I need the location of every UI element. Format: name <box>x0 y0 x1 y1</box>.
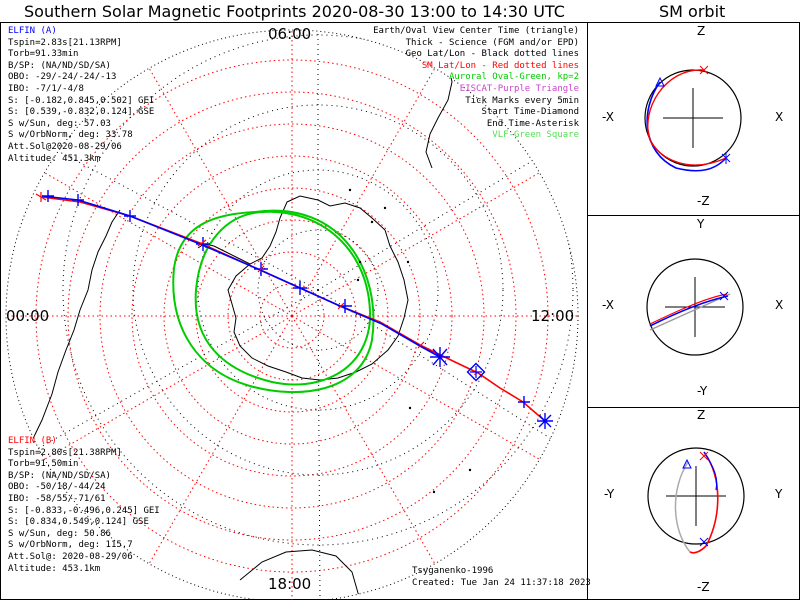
legend-entry: Auroral Oval-Green, kp=2 <box>448 72 579 83</box>
legend-entry: SM Lat/Lon - Red dotted lines <box>421 60 579 71</box>
axis-label-y: Y <box>697 217 705 231</box>
end-marker <box>719 291 729 301</box>
australia-coastline <box>239 549 361 600</box>
info-line: S: [0.539,-0.832,0.124] GSE <box>8 107 155 118</box>
info-line: IBO: -58/55/-71/61 <box>8 493 106 504</box>
elfin-b-info: ELFIN (B) Tspin=2.80s[21.38RPM] Torb=91.… <box>8 436 160 575</box>
south-america-coastline <box>29 209 121 446</box>
legend-entry: VLF-Green Square <box>492 130 579 141</box>
start-marker <box>655 76 665 87</box>
start-marker <box>682 458 692 469</box>
axis-label-neg-y: -Y <box>604 487 615 501</box>
orbit-a-xy <box>649 295 729 327</box>
sm-lon-lines <box>6 30 578 600</box>
polar-map <box>6 30 578 600</box>
end-marker <box>721 152 731 164</box>
elfin-b-name: ELFIN (B) <box>8 436 57 446</box>
info-line: OBO: -29/-24/-24/-13 <box>8 72 117 83</box>
earth-circle <box>647 447 745 545</box>
legend-entry: End Time-Asterisk <box>486 118 579 129</box>
info-line: S: [-0.833,-0.496,0.245] GEI <box>8 505 160 516</box>
axis-label-z: Z <box>697 24 706 38</box>
info-line: S: [-0.182,0.845,0.502] GEI <box>8 95 155 106</box>
station-dots <box>348 188 472 494</box>
orbit-b-xy <box>649 293 728 325</box>
legend-entry: Earth/Oval View Center Time (triangle) <box>373 26 579 36</box>
legend-entry: Thick - Science (FGM and/or EPD) <box>405 37 579 48</box>
sm-lat-circles <box>35 59 549 573</box>
earth-circle <box>646 258 744 356</box>
info-line: Tspin=2.83s[21.13RPM] <box>8 37 122 48</box>
info-line: Altitude: 451.3km <box>8 153 101 164</box>
orbit-shadow-yz <box>674 461 691 553</box>
axis-label-neg-x: -X <box>602 298 614 312</box>
info-line: IBO: -7/1/-4/8 <box>8 83 84 94</box>
sm-orbit-title: SM orbit <box>659 2 726 21</box>
sm-orbit-yz-panel <box>647 447 745 554</box>
model-credit: Tsyganenko-1996 <box>412 566 494 576</box>
legend: Earth/Oval View Center Time (triangle) T… <box>373 26 579 142</box>
orbit-a-xz <box>646 81 727 172</box>
orbit-a-yz <box>703 451 718 491</box>
info-line: S w/OrbNorm, deg: 33.78 <box>8 130 133 141</box>
legend-entry: Geo Lat/Lon - Black dotted lines <box>405 49 579 60</box>
orbit-b-yz <box>689 451 719 554</box>
elfin-a-ticks <box>42 190 450 367</box>
axis-label-neg-y: -Y <box>697 384 708 398</box>
elfin-a-track <box>41 195 441 358</box>
axis-label-y: Y <box>775 487 783 501</box>
info-line: S w/Sun, deg: 57.03 <box>8 118 111 129</box>
info-line: Att.Sol@: 2020-08-29/06 <box>8 551 133 562</box>
axis-label-x: X <box>775 298 784 312</box>
mlt-label-right: 12:00 <box>531 307 575 325</box>
axis-label-neg-z: -Z <box>697 580 710 594</box>
axis-label-neg-x: -X <box>602 110 614 124</box>
orbit-shadow <box>649 293 731 331</box>
end-marker <box>699 451 709 461</box>
elfin-b-end-ticks <box>518 396 553 429</box>
orbit-b-xz <box>647 69 727 166</box>
mlt-label-bottom: 18:00 <box>268 575 312 593</box>
elfin-b-start-diamond <box>466 362 486 382</box>
created-timestamp: Created: Tue Jan 24 11:37:18 2023 <box>412 578 591 588</box>
mlt-label-left: 00:00 <box>6 307 50 325</box>
info-line: OBO: -50/18/-44/24 <box>8 482 106 493</box>
antarctica-coastline <box>227 195 409 381</box>
elfin-a-name: ELFIN (A) <box>8 26 57 36</box>
info-line: S w/Sun, deg: 50.86 <box>8 528 111 539</box>
legend-entry: Tick Marks every 5min <box>465 95 579 106</box>
axis-label-z: Z <box>697 408 706 422</box>
page-title: Southern Solar Magnetic Footprints 2020-… <box>24 2 565 21</box>
end-marker <box>699 65 709 75</box>
legend-entry: Start Time-Diamond <box>481 107 579 118</box>
legend-entry: EISCAT-Purple Triangle <box>459 83 579 94</box>
auroral-oval <box>172 209 375 394</box>
info-line: Torb=91.33min <box>8 49 79 60</box>
info-line: B/SP: (NA/ND/SD/SA) <box>8 60 111 71</box>
elfin-b-track <box>41 196 546 422</box>
info-line: Att.Sol@2020-08-29/06 <box>8 141 122 152</box>
info-line: S w/OrbNorm, deg: 115.7 <box>8 540 133 551</box>
end-marker <box>699 537 709 547</box>
sm-orbit-xy-panel <box>646 258 744 356</box>
info-line: B/SP: (NA/ND/SD/SA) <box>8 470 111 481</box>
info-line: Torb=91.50min <box>8 459 79 470</box>
elfin-b-ticks <box>35 192 425 349</box>
info-line: Altitude: 453.1km <box>8 563 101 574</box>
polar-map-border <box>5 29 579 600</box>
info-line: S: [0.834,0.549,0.124] GSE <box>8 517 149 528</box>
mlt-label-top: 06:00 <box>268 25 312 43</box>
sm-orbit-xz-panel <box>644 65 742 172</box>
axis-label-neg-z: -Z <box>697 194 710 208</box>
info-line: Tspin=2.80s[21.38RPM] <box>8 447 122 458</box>
elfin-a-info: ELFIN (A) Tspin=2.83s[21.13RPM] Torb=91.… <box>8 26 154 165</box>
axis-label-x: X <box>775 110 784 124</box>
